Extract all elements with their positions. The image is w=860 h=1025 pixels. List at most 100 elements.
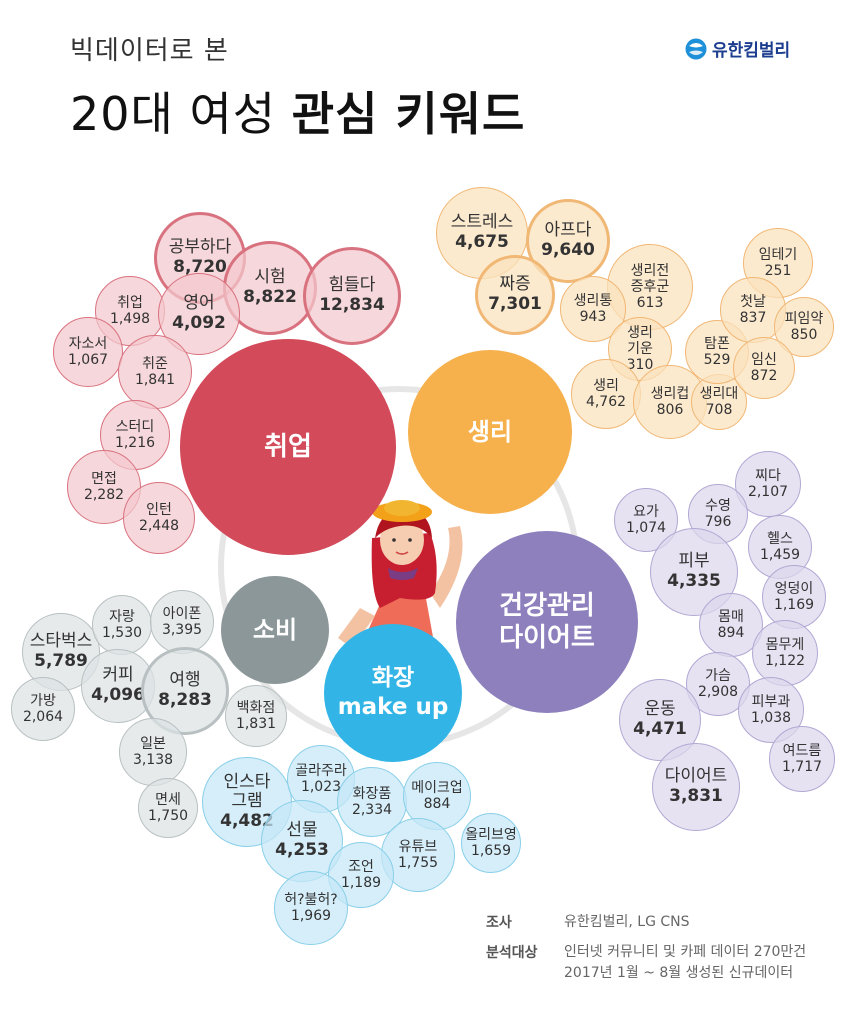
keyword-count: 2,064 — [22, 709, 64, 725]
keyword-count: 1,659 — [470, 843, 512, 859]
keyword-label: 생리 기운 — [627, 324, 653, 357]
keyword-count: 3,138 — [132, 752, 174, 768]
keyword-label: 다이어트 — [664, 766, 728, 787]
title-bold: 관심 키워드 — [291, 87, 526, 141]
keyword-count: 1,969 — [290, 908, 332, 924]
keyword-count: 4,482 — [220, 810, 274, 831]
keyword-label: 백화점 — [236, 699, 276, 716]
keyword-label: 첫날 — [740, 293, 766, 310]
source-key: 조사 — [486, 915, 512, 931]
keyword-bubble: 아이폰 3,395 — [150, 590, 214, 654]
keyword-label: 자소서 — [68, 335, 108, 352]
keyword-count: 2,107 — [747, 484, 789, 500]
keyword-bubble: 피임약 850 — [774, 297, 834, 357]
keyword-count: 943 — [579, 309, 607, 325]
keyword-bubble: 올리브영 1,659 — [461, 813, 521, 873]
keyword-count: 4,253 — [275, 840, 329, 860]
keyword-bubble: 백화점 1,831 — [225, 685, 287, 747]
keyword-count: 708 — [705, 402, 733, 418]
keyword-bubble: 짜증 7,301 — [475, 255, 555, 335]
keyword-count: 1,750 — [147, 808, 189, 824]
keyword-count: 3,395 — [161, 622, 203, 638]
keyword-bubble: 첫날 837 — [720, 277, 786, 343]
keyword-count: 1,755 — [397, 855, 439, 871]
keyword-bubble: 생리 4,762 — [571, 359, 641, 429]
keyword-count: 884 — [423, 796, 451, 812]
keyword-count: 1,023 — [300, 779, 342, 795]
keyword-label: 스터디 — [115, 418, 155, 435]
keyword-count: 8,720 — [173, 257, 227, 277]
source-row-target: 분석대상 인터넷 커뮤니티 및 카페 데이터 270만건 2017년 1월 ~ … — [486, 942, 806, 985]
keyword-bubble: 조언 1,189 — [328, 842, 394, 908]
keyword-count: 1,038 — [750, 710, 792, 726]
keyword-count: 613 — [636, 295, 664, 312]
keyword-count: 1,074 — [625, 520, 667, 536]
keyword-bubble: 가방 2,064 — [11, 677, 75, 741]
keyword-count: 2,334 — [351, 802, 393, 818]
keyword-label: 스트레스 — [450, 212, 514, 233]
keyword-count: 4,096 — [91, 685, 145, 705]
keyword-label: 인스타 그램 — [223, 771, 271, 812]
keyword-count: 7,301 — [488, 294, 542, 314]
source-value: 인터넷 커뮤니티 및 카페 데이터 270만건 2017년 1월 ~ 8월 생성… — [564, 942, 806, 985]
keyword-bubble: 생리대 708 — [691, 374, 747, 430]
keyword-label: 탐폰 — [704, 335, 730, 352]
keyword-label: 피부과 — [751, 693, 791, 710]
keyword-bubble: 취준 1,841 — [118, 335, 192, 409]
keyword-label: 생리컵 — [650, 385, 690, 402]
keyword-count: 1,831 — [235, 716, 277, 732]
category-hub-period: 생리 — [408, 350, 572, 514]
keyword-count: 837 — [739, 310, 767, 326]
keyword-label: 면접 — [91, 470, 117, 487]
keyword-label: 자랑 — [109, 608, 135, 625]
source-info: 조사 유한킴벌리, LG CNS 분석대상 인터넷 커뮤니티 및 카페 데이터 … — [486, 912, 806, 993]
keyword-bubble: 힘들다 12,834 — [303, 247, 401, 345]
keyword-count: 1,530 — [101, 625, 143, 641]
keyword-label: 짜증 — [499, 274, 531, 295]
keyword-label: 수영 — [705, 497, 731, 514]
keyword-bubble: 여드름 1,717 — [769, 726, 835, 792]
keyword-label: 선물 — [286, 820, 318, 841]
keyword-count: 1,498 — [109, 311, 151, 327]
keyword-label: 엉덩이 — [774, 580, 814, 597]
keyword-count: 1,189 — [340, 875, 382, 891]
source-value-line2: 2017년 1월 ~ 8월 생성된 신규데이터 — [564, 965, 794, 982]
keyword-label: 헬스 — [767, 530, 793, 547]
keyword-label: 몸무게 — [765, 636, 805, 653]
keyword-count: 872 — [750, 368, 778, 384]
keyword-label: 허?불허? — [284, 891, 338, 908]
keyword-count: 850 — [790, 327, 818, 343]
keyword-label: 아이폰 — [162, 605, 202, 622]
keyword-count: 1,216 — [114, 435, 156, 451]
keyword-label: 커피 — [102, 665, 134, 686]
keyword-label: 화장품 — [352, 785, 392, 802]
keyword-count: 3,831 — [669, 786, 723, 806]
keyword-bubble: 일본 3,138 — [119, 718, 187, 786]
keyword-bubble: 면세 1,750 — [138, 778, 198, 838]
keyword-label: 스타벅스 — [29, 631, 93, 652]
keyword-label: 올리브영 — [465, 826, 517, 843]
keyword-count: 1,067 — [67, 352, 109, 368]
keyword-label: 피임약 — [784, 310, 824, 327]
keyword-label: 생리 — [593, 377, 619, 394]
title-plain: 20대 여성 — [70, 87, 292, 141]
keyword-label: 인턴 — [146, 501, 172, 518]
keyword-count: 1,459 — [759, 547, 801, 563]
category-hub-job: 취업 — [180, 339, 396, 555]
keyword-bubble: 커피 4,096 — [81, 649, 155, 723]
keyword-label: 가슴 — [705, 667, 731, 684]
brand-logo-text: 유한킴벌리 — [712, 41, 791, 61]
brand-logo: 유한킴벌리 — [684, 36, 790, 61]
keyword-bubble: 몸무게 1,122 — [752, 620, 818, 686]
keyword-label: 생리통 — [573, 292, 613, 309]
keyword-label: 취업 — [117, 294, 143, 311]
keyword-count: 1,169 — [773, 597, 815, 613]
keyword-count: 2,908 — [697, 684, 739, 700]
keyword-bubble: 인턴 2,448 — [123, 482, 195, 554]
keyword-count: 310 — [626, 357, 654, 374]
keyword-count: 894 — [717, 625, 745, 641]
keyword-count: 8,822 — [243, 287, 297, 307]
keyword-label: 골라주라 — [295, 762, 347, 779]
keyword-count: 1,717 — [781, 759, 823, 775]
